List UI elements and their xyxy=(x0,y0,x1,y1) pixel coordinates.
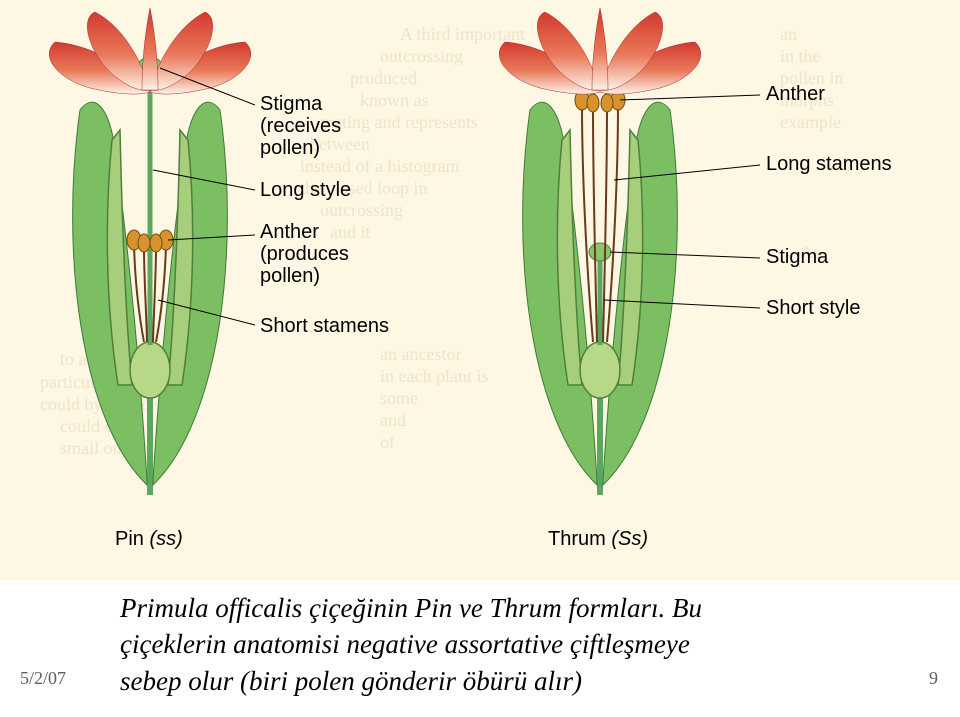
svg-text:pollen): pollen) xyxy=(260,137,320,159)
svg-text:outcrossing: outcrossing xyxy=(380,46,463,66)
svg-text:Anther: Anther xyxy=(260,221,319,243)
primula-diagram: A third important outcrossing produced k… xyxy=(0,0,960,580)
pin-stigma-label-2: (receives xyxy=(260,115,341,137)
thrum-flower xyxy=(499,8,701,495)
svg-text:example: example xyxy=(780,112,841,132)
svg-text:an: an xyxy=(780,24,797,44)
svg-text:and: and xyxy=(380,410,406,430)
thrum-form-name: Thrum (Ss) xyxy=(548,528,648,550)
svg-text:known as: known as xyxy=(360,90,429,110)
svg-text:A third important: A third important xyxy=(400,24,525,44)
pin-form-name: Pin (ss) xyxy=(115,528,183,550)
svg-text:of: of xyxy=(380,432,395,452)
slide: A third important outcrossing produced k… xyxy=(0,0,960,717)
pin-long-style-label: Long style xyxy=(260,179,351,201)
svg-text:(receives: (receives xyxy=(260,115,341,137)
svg-text:in each plant is: in each plant is xyxy=(380,366,488,386)
svg-text:and it: and it xyxy=(330,222,371,242)
thrum-petals xyxy=(499,8,701,94)
footer-date: 5/2/07 xyxy=(20,668,66,689)
svg-text:(produces: (produces xyxy=(260,243,349,265)
caption-line-2: çiçeklerin anatomisi negative assortativ… xyxy=(120,629,690,659)
svg-text:in the: in the xyxy=(780,46,821,66)
caption-text: Primula officalis çiçeğinin Pin ve Thrum… xyxy=(120,590,880,699)
thrum-long-stamens-label: Long stamens xyxy=(766,153,892,175)
pin-petals xyxy=(49,8,251,94)
svg-text:mating and represents: mating and represents xyxy=(320,112,478,132)
caption-line-1: Primula officalis çiçeğinin Pin ve Thrum… xyxy=(120,593,702,623)
svg-text:Stigma: Stigma xyxy=(260,93,323,115)
thrum-stigma-label: Stigma xyxy=(766,246,829,268)
svg-text:instead of a histogram: instead of a histogram xyxy=(300,156,459,176)
diagram-container: A third important outcrossing produced k… xyxy=(0,0,960,580)
pin-short-stamens-label: Short stamens xyxy=(260,315,389,337)
svg-text:an ancestor: an ancestor xyxy=(380,344,461,364)
pin-stigma-label-3: pollen) xyxy=(260,137,320,159)
pin-stigma-label-1: Stigma xyxy=(260,93,323,115)
footer-page-number: 9 xyxy=(929,668,938,689)
svg-text:pollen): pollen) xyxy=(260,265,320,287)
pin-anther-label-1: Anther xyxy=(260,221,319,243)
svg-text:produced: produced xyxy=(350,68,417,88)
pin-anther-label-3: pollen) xyxy=(260,265,320,287)
caption-line-3: sebep olur (biri polen gönderir öbürü al… xyxy=(120,666,582,696)
pin-anther-label-2: (produces xyxy=(260,243,349,265)
svg-text:some: some xyxy=(380,388,418,408)
thrum-anther-label: Anther xyxy=(766,83,825,105)
thrum-short-style-label: Short style xyxy=(766,297,860,319)
svg-text:outcrossing: outcrossing xyxy=(320,200,403,220)
